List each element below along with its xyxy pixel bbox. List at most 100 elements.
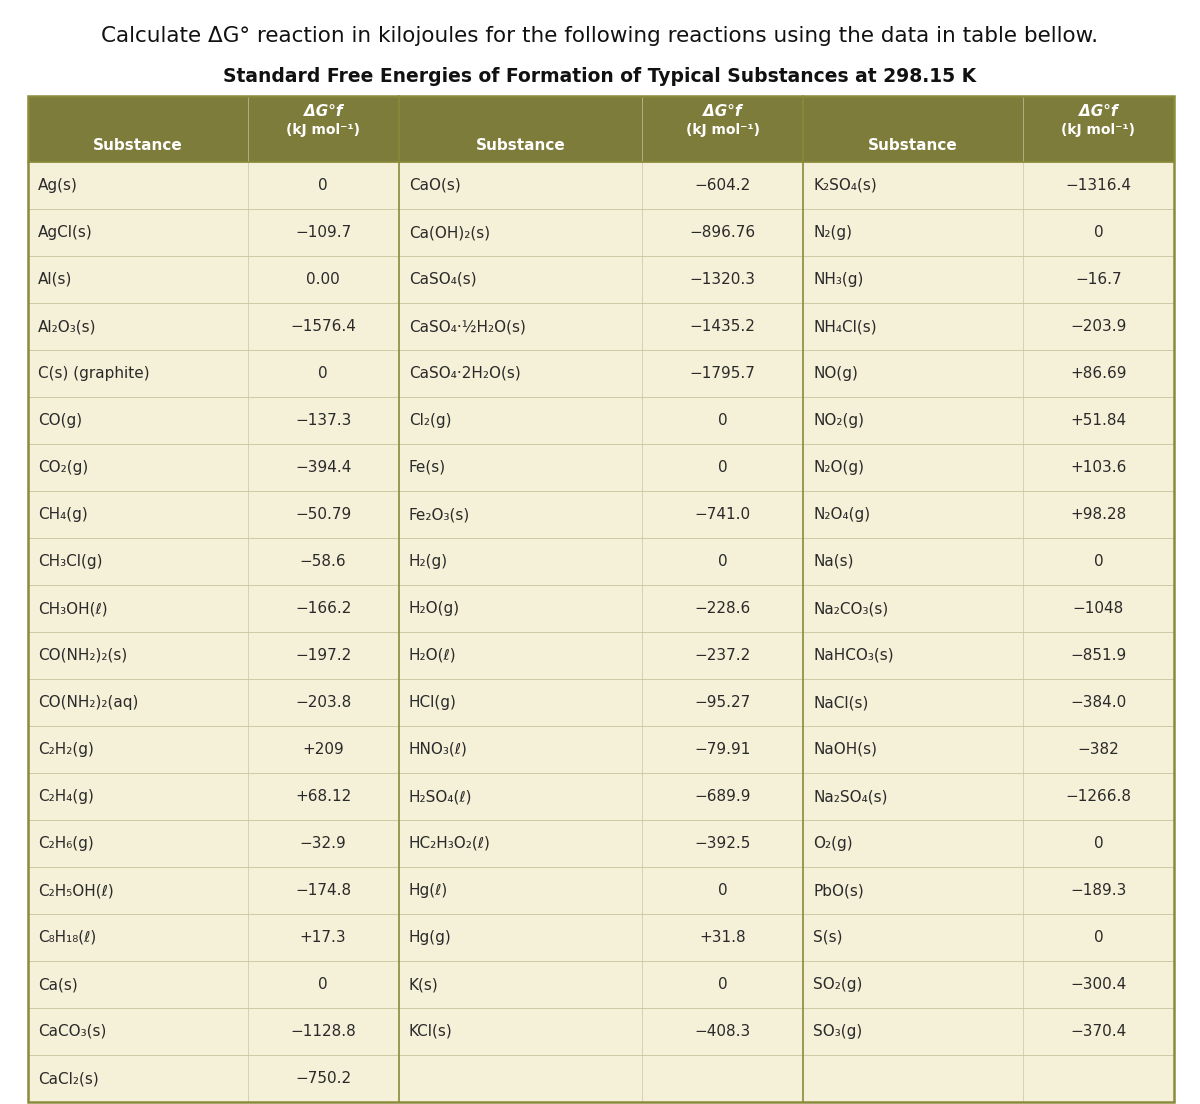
Text: C₂H₆(g): C₂H₆(g) [38,836,94,851]
Text: 0: 0 [318,977,328,992]
Text: −1320.3: −1320.3 [690,272,756,287]
Bar [28,820,1174,867]
Bar [28,914,1174,960]
Text: −370.4: −370.4 [1070,1025,1127,1039]
Text: −197.2: −197.2 [295,648,352,664]
Text: Substance: Substance [92,138,182,153]
Text: 0: 0 [318,367,328,381]
Text: CH₄(g): CH₄(g) [38,507,88,522]
Text: 0: 0 [1093,225,1103,240]
Text: −1316.4: −1316.4 [1066,178,1132,193]
Text: NO₂(g): NO₂(g) [814,413,864,428]
Text: 0.00: 0.00 [306,272,340,287]
Text: −896.76: −896.76 [690,225,756,240]
Bar [28,538,1174,585]
Text: −1576.4: −1576.4 [290,319,356,335]
Text: −166.2: −166.2 [295,601,352,616]
Text: CaSO₄·½H₂O(s): CaSO₄·½H₂O(s) [409,319,526,335]
Text: +51.84: +51.84 [1070,413,1127,428]
Text: Al₂O₃(s): Al₂O₃(s) [38,319,96,335]
Text: Calculate ΔG° reaction in kilojoules for the following reactions using the data : Calculate ΔG° reaction in kilojoules for… [102,26,1098,46]
Text: 0: 0 [318,178,328,193]
Text: −228.6: −228.6 [695,601,751,616]
Text: C(s) (graphite): C(s) (graphite) [38,367,150,381]
Text: C₈H₁₈(ℓ): C₈H₁₈(ℓ) [38,930,96,945]
Text: CH₃OH(ℓ): CH₃OH(ℓ) [38,601,108,616]
Text: CO(g): CO(g) [38,413,82,428]
Text: SO₂(g): SO₂(g) [814,977,863,992]
Text: 0: 0 [718,460,727,475]
Text: −109.7: −109.7 [295,225,352,240]
Text: −750.2: −750.2 [295,1071,352,1086]
Text: H₂SO₄(ℓ): H₂SO₄(ℓ) [409,789,473,804]
Text: O₂(g): O₂(g) [814,836,853,851]
Text: +31.8: +31.8 [700,930,746,945]
Bar [28,256,1174,302]
Bar [28,444,1174,491]
Text: 0: 0 [1093,554,1103,569]
Text: Na₂SO₄(s): Na₂SO₄(s) [814,789,888,804]
Text: NO(g): NO(g) [814,367,858,381]
Text: +98.28: +98.28 [1070,507,1127,522]
Text: CO(NH₂)₂(aq): CO(NH₂)₂(aq) [38,696,138,710]
Text: 0: 0 [718,413,727,428]
Text: (kJ mol⁻¹): (kJ mol⁻¹) [1062,123,1135,137]
Text: Hg(ℓ): Hg(ℓ) [409,883,448,898]
Text: Hg(g): Hg(g) [409,930,451,945]
Text: C₂H₄(g): C₂H₄(g) [38,789,94,804]
Text: −408.3: −408.3 [695,1025,751,1039]
Text: CaSO₄(s): CaSO₄(s) [409,272,476,287]
Text: CH₃Cl(g): CH₃Cl(g) [38,554,102,569]
Bar [28,585,1174,631]
Bar [28,350,1174,397]
Text: −237.2: −237.2 [695,648,751,664]
Text: −95.27: −95.27 [695,696,751,710]
Text: HC₂H₃O₂(ℓ): HC₂H₃O₂(ℓ) [409,836,491,851]
Text: −203.9: −203.9 [1070,319,1127,335]
Text: C₂H₂(g): C₂H₂(g) [38,742,94,757]
Text: CaO(s): CaO(s) [409,178,461,193]
Text: −203.8: −203.8 [295,696,352,710]
Text: ΔG°f: ΔG°f [1079,105,1117,119]
Text: −1266.8: −1266.8 [1066,789,1132,804]
Text: (kJ mol⁻¹): (kJ mol⁻¹) [685,123,760,137]
Text: SO₃(g): SO₃(g) [814,1025,863,1039]
Text: H₂(g): H₂(g) [409,554,448,569]
Text: −189.3: −189.3 [1070,883,1127,898]
Text: (kJ mol⁻¹): (kJ mol⁻¹) [286,123,360,137]
Text: K₂SO₄(s): K₂SO₄(s) [814,178,877,193]
Text: Ag(s): Ag(s) [38,178,78,193]
Bar [28,162,1174,209]
Text: −741.0: −741.0 [695,507,751,522]
Bar [28,960,1174,1008]
Text: Substance: Substance [475,138,565,153]
Text: CaCl₂(s): CaCl₂(s) [38,1071,98,1086]
Text: KCl(s): KCl(s) [409,1025,452,1039]
Text: −851.9: −851.9 [1070,648,1127,664]
Text: +209: +209 [302,742,344,757]
Text: HNO₃(ℓ): HNO₃(ℓ) [409,742,468,757]
Bar [28,631,1174,679]
Text: +103.6: +103.6 [1070,460,1127,475]
Text: +68.12: +68.12 [295,789,352,804]
Bar [28,209,1174,256]
Text: −1048: −1048 [1073,601,1124,616]
Text: C₂H₅OH(ℓ): C₂H₅OH(ℓ) [38,883,114,898]
Text: −174.8: −174.8 [295,883,352,898]
Text: −1795.7: −1795.7 [690,367,756,381]
Text: NaCl(s): NaCl(s) [814,696,869,710]
Text: HCl(g): HCl(g) [409,696,457,710]
Text: −689.9: −689.9 [695,789,751,804]
Text: 0: 0 [1093,836,1103,851]
Text: −394.4: −394.4 [295,460,352,475]
Text: PbO(s): PbO(s) [814,883,864,898]
Text: H₂O(g): H₂O(g) [409,601,460,616]
Bar [28,1008,1174,1055]
Bar [28,726,1174,773]
Bar [28,679,1174,726]
Text: Na₂CO₃(s): Na₂CO₃(s) [814,601,888,616]
Text: ΔG°f: ΔG°f [304,105,342,119]
Text: +17.3: +17.3 [300,930,347,945]
Text: Ca(s): Ca(s) [38,977,78,992]
Text: −382: −382 [1078,742,1120,757]
